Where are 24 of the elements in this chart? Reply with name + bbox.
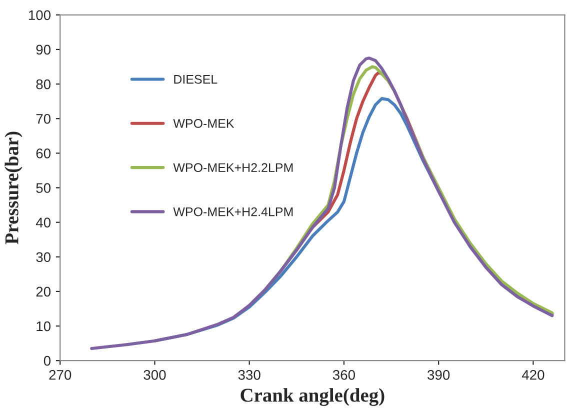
y-tick-label: 50 <box>36 183 51 193</box>
y-tick-label: 40 <box>36 218 51 228</box>
x-tick-label: 300 <box>144 370 166 380</box>
line-series <box>90 56 554 350</box>
y-tick-label: 60 <box>36 148 51 158</box>
y-axis-title: Pressure(bar) <box>4 132 22 244</box>
y-tick-label: 0 <box>44 356 51 366</box>
y-tick-label: 70 <box>36 114 51 124</box>
legend-label: WPO-MEK <box>173 119 234 128</box>
x-tick-label: 420 <box>522 370 544 380</box>
legend-label: DIESEL <box>174 74 218 84</box>
legend-label: WPO-MEK+H2.2LPM <box>173 163 293 172</box>
y-tick-label: 10 <box>36 321 51 332</box>
y-tick-label: 90 <box>36 44 51 55</box>
legend-label: WPO-MEK+H2.4LPM <box>173 207 293 216</box>
y-tick-label: 80 <box>36 79 51 90</box>
y-tick-label: 20 <box>36 286 51 297</box>
y-tick-label: 100 <box>28 10 51 20</box>
x-tick-label: 330 <box>238 370 260 380</box>
x-tick-label: 270 <box>49 370 72 380</box>
y-tick-label: 30 <box>36 252 51 262</box>
x-tick-label: 390 <box>428 370 450 380</box>
x-axis-title: Crank angle(deg) <box>240 388 384 406</box>
x-tick-label: 360 <box>332 370 355 380</box>
